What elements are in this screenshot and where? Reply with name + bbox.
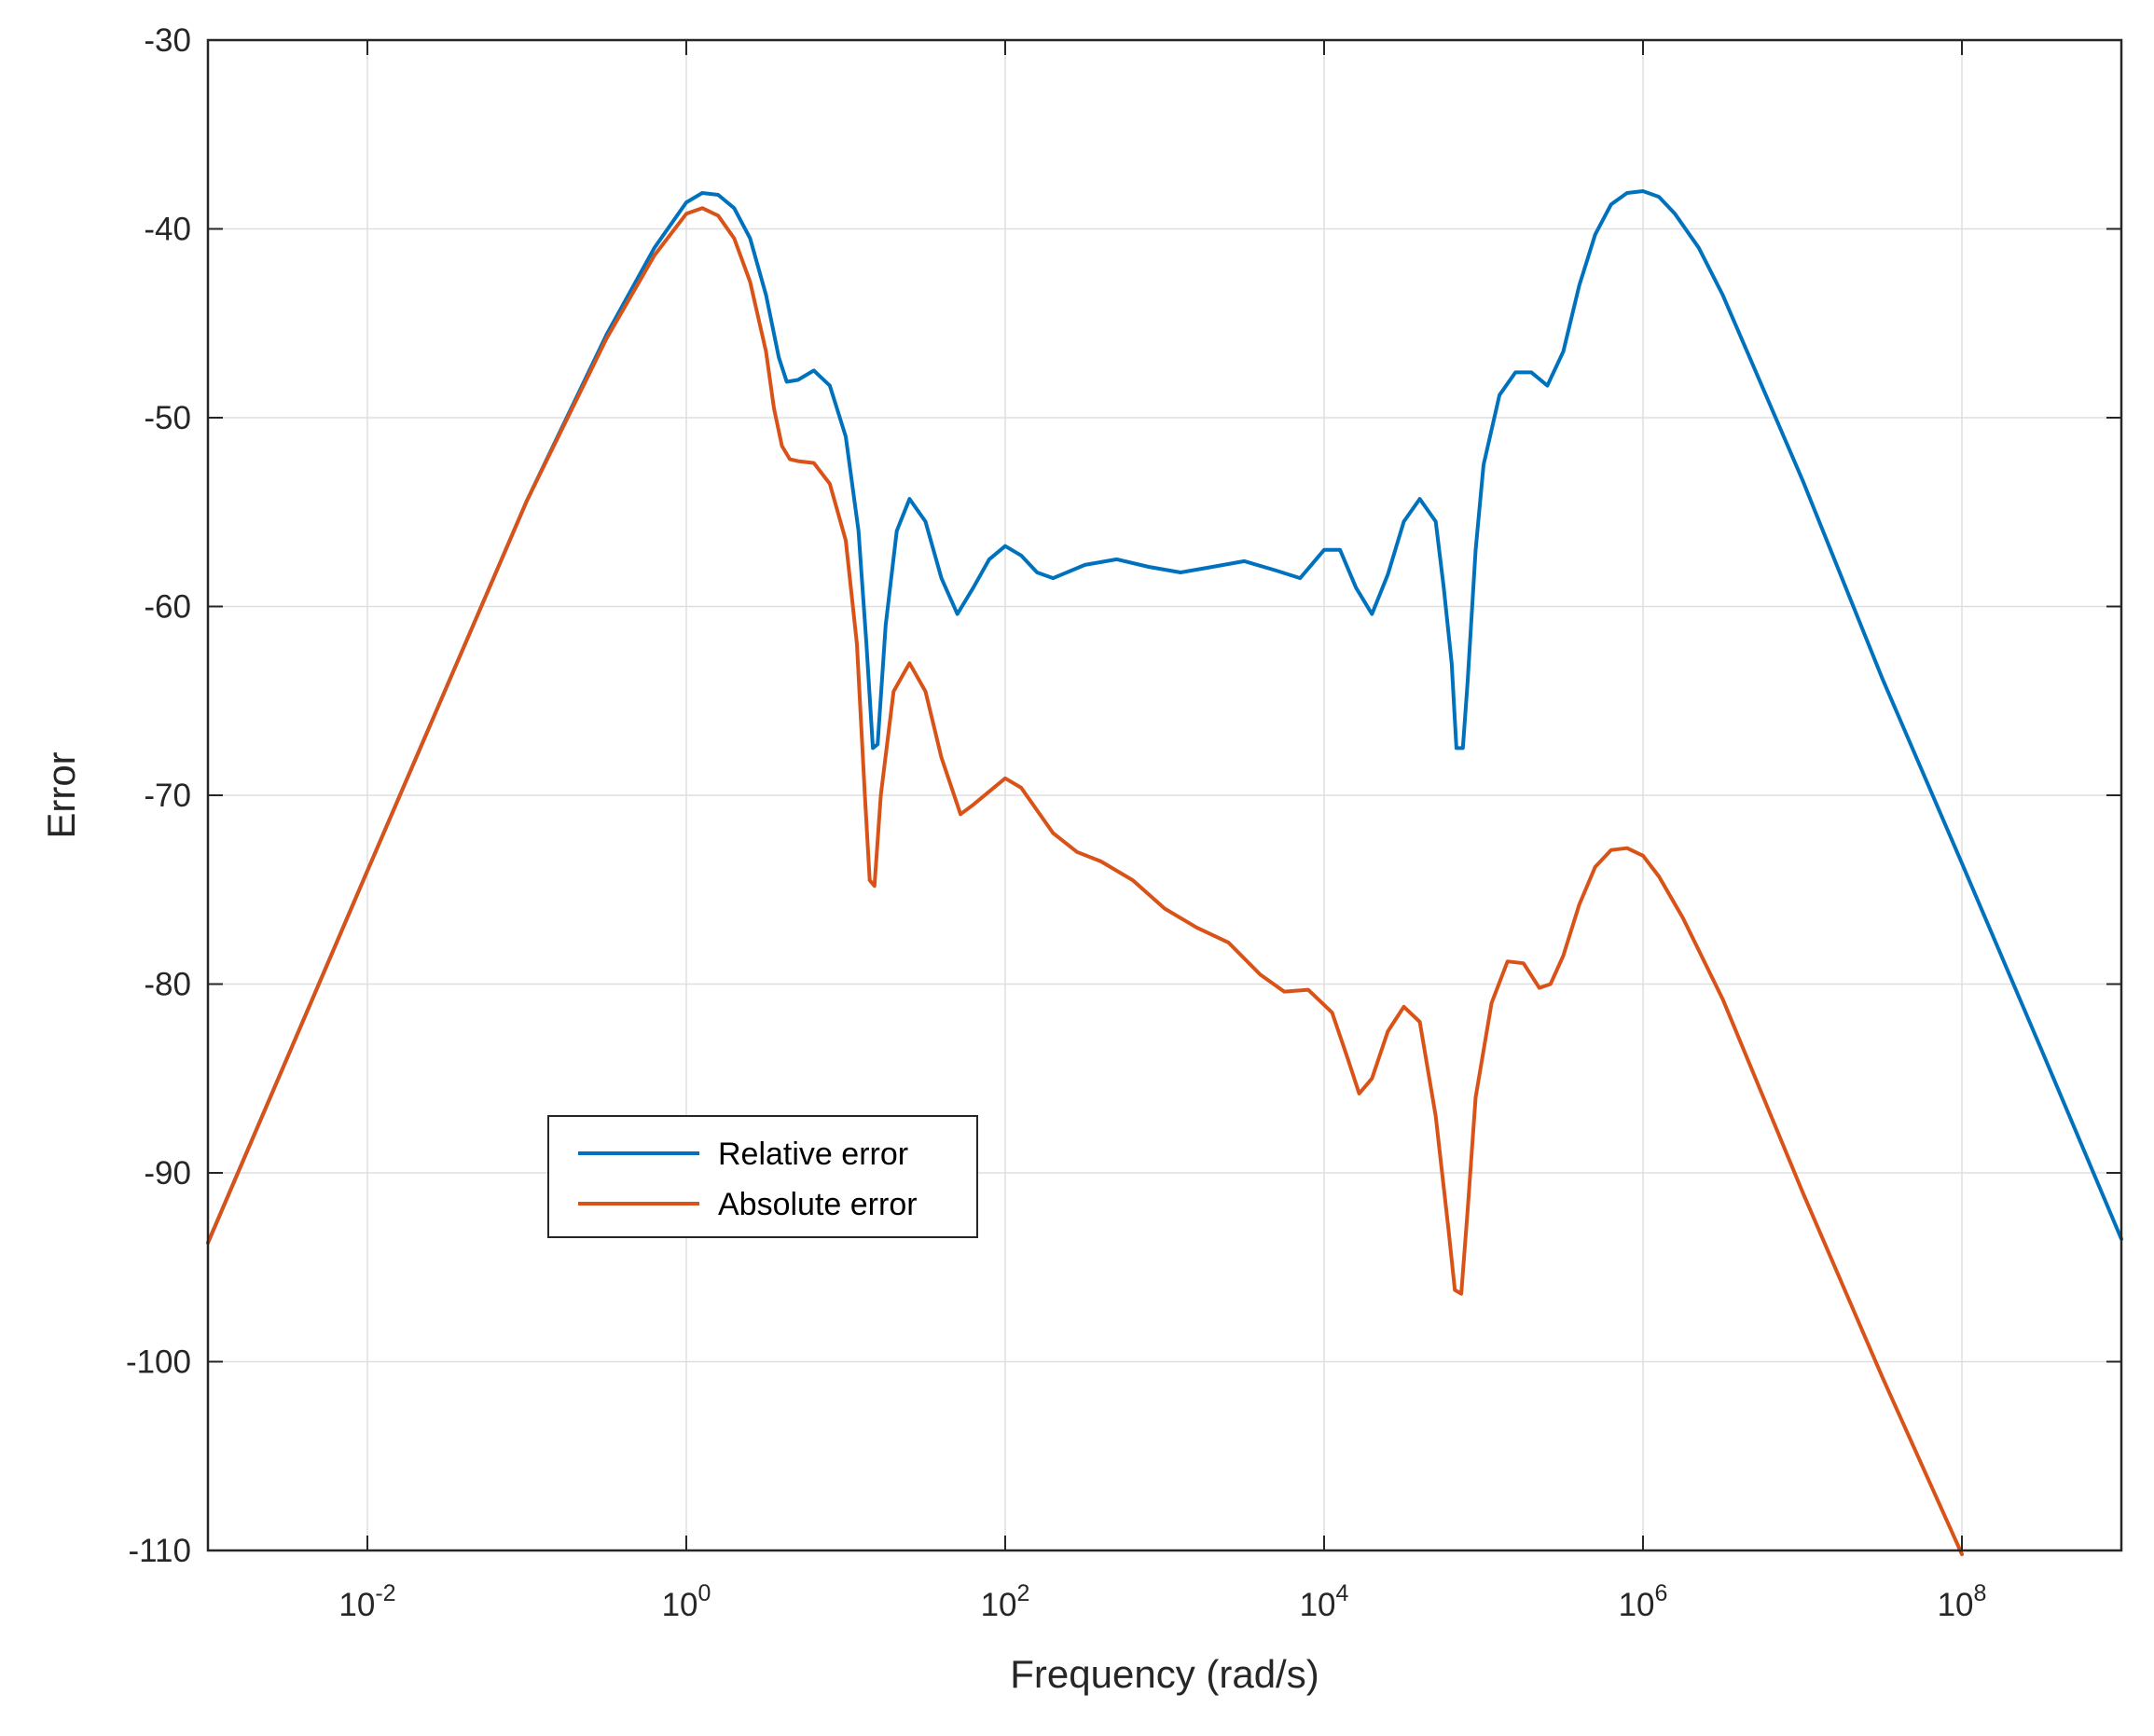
x-tick-label: 104 (1300, 1580, 1349, 1623)
y-axis-title: Error (39, 751, 83, 838)
y-tick-label: -90 (144, 1155, 191, 1192)
y-tick-label: -30 (144, 22, 191, 59)
legend-label-absolute-error: Absolute error (718, 1187, 918, 1222)
y-tick-label: -40 (144, 212, 191, 248)
x-tick-label: 102 (981, 1580, 1030, 1623)
y-tick-label: -70 (144, 778, 191, 814)
grid-lines (208, 39, 2121, 1551)
y-tick-label: -80 (144, 967, 191, 1003)
x-tick-base: 10 (1938, 1587, 1974, 1623)
x-tick-base: 10 (1300, 1587, 1336, 1623)
x-axis-title: Frequency (rad/s) (1010, 1652, 1319, 1696)
y-tick-label: -50 (144, 400, 191, 436)
series-line-relative-error (206, 189, 2123, 1245)
x-tick-base: 10 (1619, 1587, 1655, 1623)
legend: Relative error Absolute error (547, 1115, 978, 1238)
x-tick-exponent: 4 (1336, 1580, 1349, 1606)
x-tick-base: 10 (662, 1587, 698, 1623)
y-tick-label: -60 (144, 589, 191, 626)
x-tick-label: 106 (1619, 1580, 1668, 1623)
x-tick-exponent: 2 (1017, 1580, 1030, 1606)
x-tick-label: 10-2 (338, 1580, 395, 1623)
legend-label-relative-error: Relative error (718, 1137, 908, 1172)
x-tick-base: 10 (981, 1587, 1017, 1623)
x-tick-label: 108 (1938, 1580, 1987, 1623)
x-tick-base: 10 (338, 1587, 375, 1623)
y-tick-label: -110 (129, 1533, 191, 1569)
legend-box (547, 1115, 978, 1238)
series-lines (206, 189, 2123, 1556)
axis-ticks (208, 39, 2121, 1551)
x-tick-exponent: 6 (1655, 1580, 1668, 1606)
x-tick-exponent: 0 (698, 1580, 711, 1606)
x-tick-label: 100 (662, 1580, 711, 1623)
x-tick-exponent: 8 (1974, 1580, 1987, 1606)
y-tick-label: -100 (126, 1344, 191, 1381)
x-tick-exponent: -2 (375, 1580, 395, 1606)
series-line-absolute-error (206, 206, 1964, 1556)
